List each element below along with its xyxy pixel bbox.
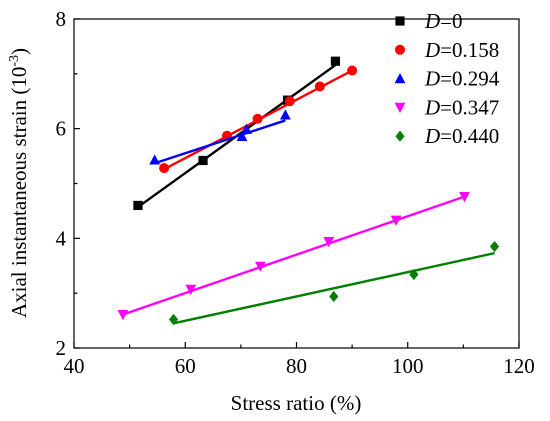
legend-item-1: D=0.158 — [395, 38, 499, 62]
data-point-4-0 — [168, 313, 179, 326]
fit-line-4 — [173, 251, 495, 325]
data-point-1-0 — [159, 163, 170, 174]
legend-label-4: D=0.440 — [424, 124, 499, 148]
y-axis-title-exponent: -3 — [7, 55, 22, 67]
legend-value: =0 — [440, 9, 462, 33]
legend-marker-4 — [395, 130, 405, 142]
series-1 — [159, 65, 358, 174]
data-point-1-5 — [347, 65, 358, 76]
data-point-0-3 — [330, 56, 341, 66]
plot-area — [117, 56, 500, 326]
legend-label-2: D=0.294 — [424, 67, 500, 91]
x-tick-label: 120 — [503, 354, 535, 378]
legend-marker-3 — [394, 102, 406, 113]
legend-item-3: D=0.347 — [394, 95, 499, 119]
series-3 — [117, 192, 470, 321]
data-point-0-1 — [198, 155, 208, 166]
data-point-2-1 — [236, 130, 248, 141]
legend-value: =0.440 — [440, 124, 499, 148]
data-point-1-4 — [314, 81, 325, 92]
data-point-3-2 — [254, 261, 266, 272]
data-point-1-2 — [252, 113, 263, 124]
legend-marker-2 — [394, 73, 406, 84]
data-point-3-3 — [323, 237, 335, 248]
legend-marker-1 — [395, 44, 405, 55]
legend-value: =0.158 — [440, 38, 499, 62]
legend-value: =0.294 — [440, 67, 500, 91]
data-point-3-0 — [117, 309, 129, 321]
data-point-3-1 — [185, 284, 197, 295]
data-point-1-3 — [284, 96, 295, 107]
legend-label-0: D=0 — [424, 9, 463, 33]
data-point-4-1 — [329, 290, 339, 303]
x-tick-label: 40 — [64, 354, 85, 378]
legend-item-4: D=0.440 — [395, 124, 499, 148]
series-0 — [133, 56, 341, 211]
y-tick-label: 4 — [56, 226, 67, 250]
data-point-4-2 — [409, 268, 419, 281]
legend-variable: D — [424, 9, 440, 33]
y-axis-title-main: Axial instantaneous strain (10 — [7, 67, 31, 318]
x-tick-label: 80 — [286, 354, 307, 378]
y-axis-title-close: ) — [7, 48, 31, 55]
legend-item-2: D=0.294 — [394, 67, 500, 91]
data-point-2-3 — [279, 109, 291, 120]
data-point-0-0 — [133, 200, 143, 211]
x-axis-title: Stress ratio (%) — [231, 391, 362, 415]
legend-variable: D — [424, 95, 440, 119]
legend-variable: D — [424, 38, 440, 62]
legend-label-1: D=0.158 — [424, 38, 499, 62]
series-4 — [168, 240, 500, 326]
legend-variable: D — [424, 67, 440, 91]
legend-variable: D — [424, 124, 440, 148]
legend-marker-0 — [395, 16, 405, 26]
legend-value: =0.347 — [440, 95, 499, 119]
x-tick-label: 100 — [392, 354, 424, 378]
y-axis-title: Axial instantaneous strain (10-3) — [7, 48, 31, 318]
y-tick-label: 8 — [56, 7, 67, 31]
fit-line-2 — [154, 119, 286, 165]
legend-item-0: D=0 — [395, 9, 463, 33]
data-point-2-0 — [149, 154, 161, 165]
legend-label-3: D=0.347 — [424, 95, 499, 119]
series-2 — [149, 109, 291, 165]
data-point-3-5 — [459, 192, 470, 203]
fit-line-3 — [122, 195, 465, 316]
y-tick-label: 2 — [56, 336, 67, 360]
y-tick-label: 6 — [56, 117, 67, 141]
axis-ticks: 40 60 80 100 120 2 4 6 8 — [56, 7, 535, 378]
x-tick-label: 60 — [175, 354, 196, 378]
data-point-4-3 — [489, 240, 500, 253]
data-point-3-4 — [390, 215, 402, 226]
data-point-2-2 — [241, 123, 252, 134]
